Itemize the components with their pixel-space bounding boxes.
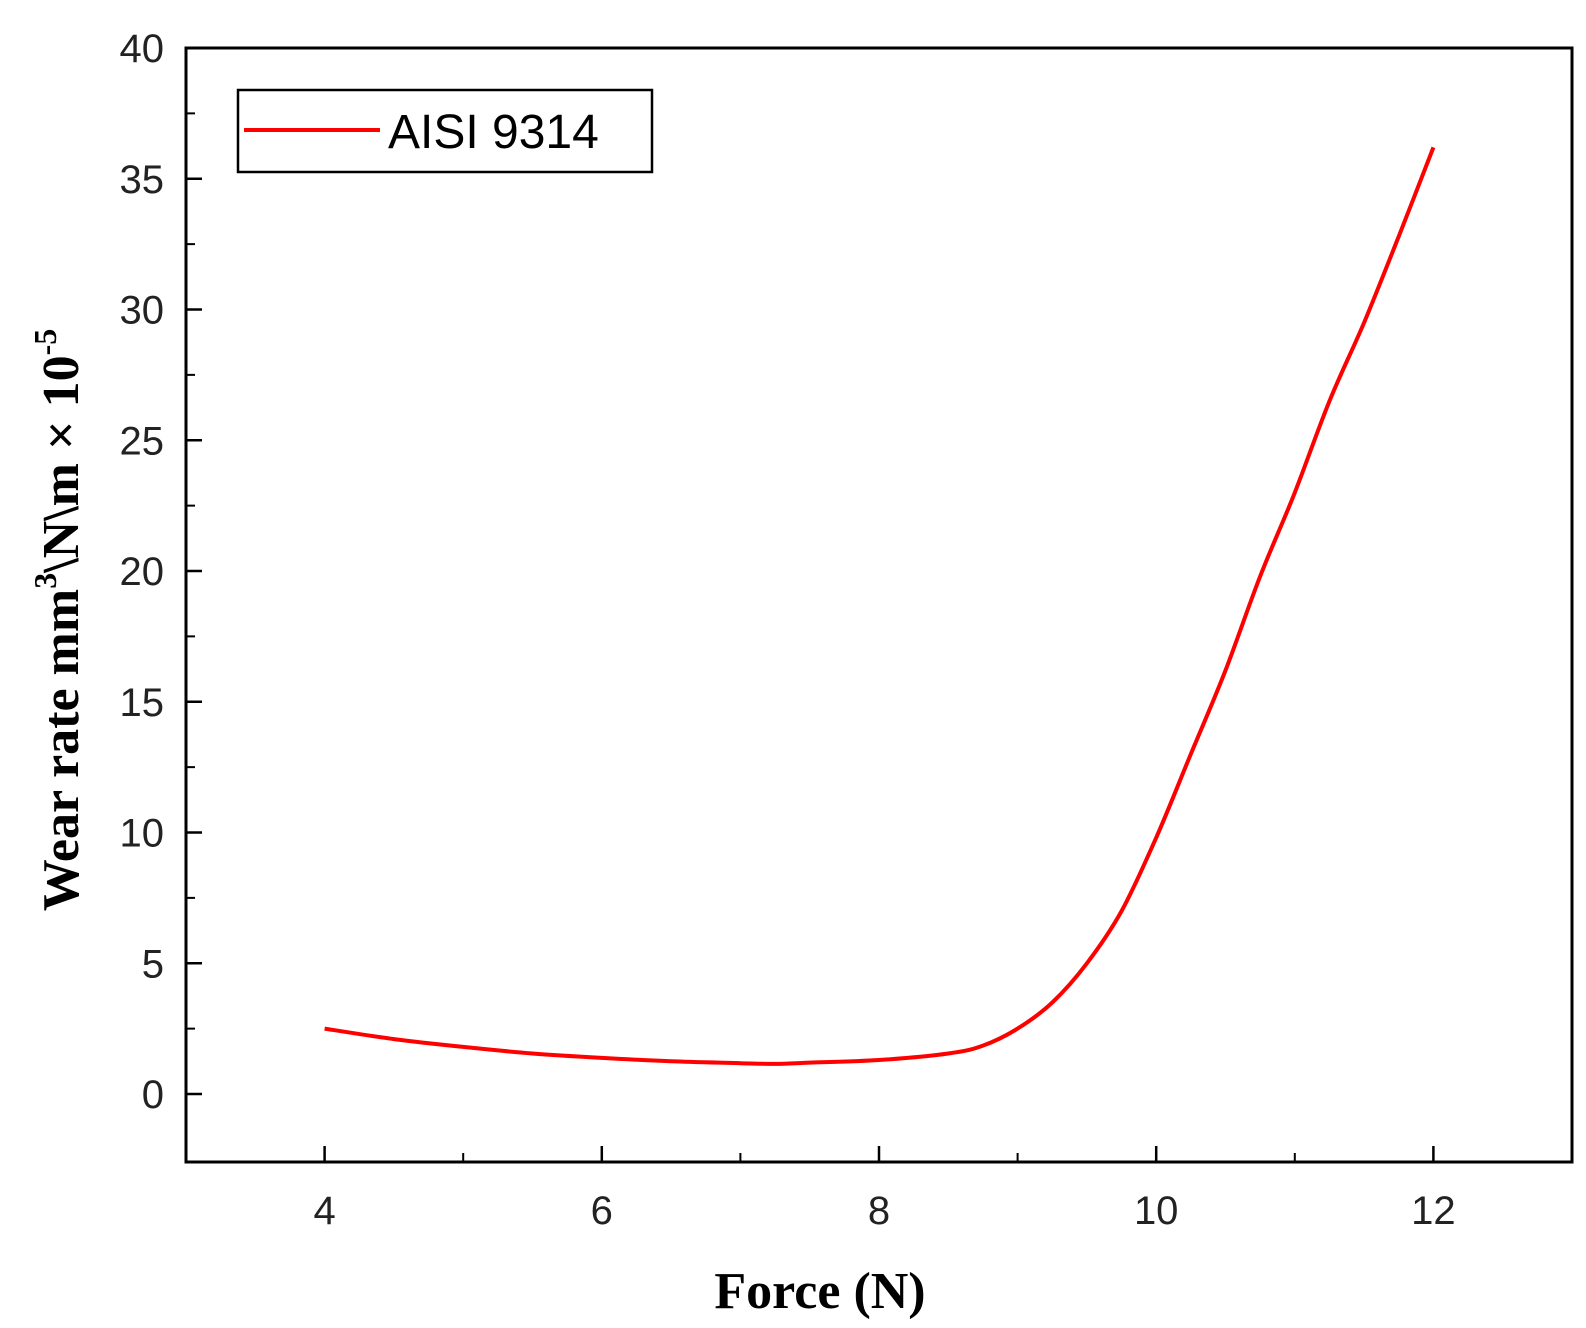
x-axis-title: Force (N) [714,1263,925,1320]
y-axis-title-prefix: Wear rate mm [33,589,90,911]
y-tick-label: 25 [120,419,165,463]
y-tick-label: 40 [120,27,165,71]
y-tick-label: 10 [120,812,165,856]
x-tick-label: 4 [313,1189,335,1233]
legend-label-aisi-9314: AISI 9314 [388,106,599,159]
legend: AISI 9314 [236,88,654,174]
y-axis-title-middle: \N\m × 10 [33,355,90,573]
y-tick-label: 30 [120,289,165,333]
y-axis-title: Wear rate mm3\N\m × 10-5 [27,329,90,912]
plot-frame [184,46,1574,1164]
y-axis: 0 5 10 15 20 25 30 35 40 [120,27,202,1117]
y-tick-label: 20 [120,550,165,594]
series-line-aisi-9314 [324,146,1436,1066]
y-axis-title-exponent-1: 3 [27,573,63,589]
y-tick-label: 35 [120,158,165,202]
x-tick-label: 8 [868,1189,890,1233]
x-tick-label: 12 [1411,1189,1456,1233]
y-tick-label: 0 [142,1073,164,1117]
y-tick-label: 15 [120,681,165,725]
y-axis-title-exponent-2: -5 [27,329,63,356]
series-layer [324,146,1436,1066]
x-tick-label: 10 [1134,1189,1179,1233]
x-tick-label: 6 [591,1189,613,1233]
x-axis: 4 6 8 10 12 [313,1146,1456,1233]
y-tick-label: 5 [142,942,164,986]
